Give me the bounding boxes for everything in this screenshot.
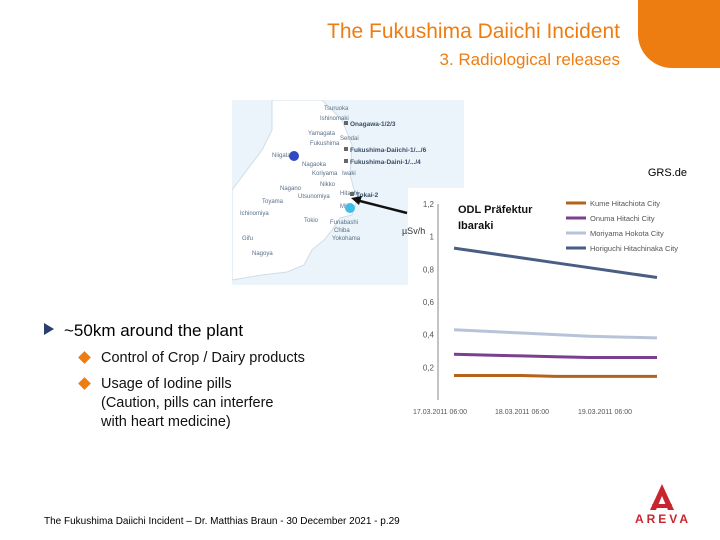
chart-title-line1: ODL Präfektur — [458, 204, 533, 216]
y-ticks: 1,2 1 0,8 0,6 0,4 0,2 — [423, 200, 435, 372]
map-plant-label: Tokai-2 — [356, 192, 379, 199]
map-city-label: Fukushima — [310, 141, 340, 147]
map-city-label: Yamagata — [308, 131, 336, 137]
arrow-head — [351, 196, 362, 205]
y-tick-label: 0,2 — [423, 363, 435, 372]
series-line — [453, 328, 658, 340]
chart-panel: GRS.de ODL Präfektur Ibaraki µSv/h 1,2 1 0… — [402, 167, 700, 436]
map-city-label: Yokohama — [332, 236, 361, 242]
sub-bullet-iodine: Usage of Iodine pills (Caution, pills ca… — [78, 375, 274, 432]
series-line — [454, 374, 657, 378]
diamond-bullet-icon — [78, 377, 91, 390]
map-city-label: Koriyama — [312, 171, 338, 177]
y-tick-label: 1 — [430, 233, 435, 242]
plant-marker — [344, 121, 348, 125]
y-tick-label: 0,8 — [423, 265, 435, 274]
map-city-label: Ichinomiya — [240, 211, 269, 217]
map-city-label: Nagano — [280, 186, 302, 192]
map-plant-label: Fukushima-Daini-1/.../4 — [350, 159, 421, 166]
series-line — [453, 352, 657, 360]
bullet-50km: ~50km around the plant — [44, 321, 243, 341]
corner-accent — [638, 0, 720, 68]
map-city-label: Gifu — [242, 236, 253, 242]
map-city-label: Chiba — [334, 228, 350, 234]
areva-logo-icon — [650, 484, 674, 510]
map-city-label: Iwaki — [342, 171, 356, 177]
sub-bullet-line: with heart medicine) — [101, 414, 231, 430]
y-axis-label: µSv/h — [402, 226, 425, 236]
plant-marker — [344, 159, 348, 163]
sub-bullet-crop: Control of Crop / Dairy products — [78, 349, 305, 368]
map-city-label: Nagoya — [252, 251, 273, 257]
bullet-text: ~50km around the plant — [64, 321, 244, 340]
slide-title: The Fukushima Daiichi Incident — [327, 20, 620, 43]
figure-map-and-chart: Tsuruoka Ishinomaki Yamagata Sendai Niigata F… — [232, 100, 700, 436]
triangle-bullet-icon — [44, 323, 54, 335]
map-city-label: Tokio — [304, 218, 319, 224]
legend-label: Moriyama Hokota City — [590, 229, 664, 238]
map-plant-label: Fukushima-Daiichi-1/.../6 — [350, 147, 427, 154]
map-city-label: Niigata — [272, 153, 291, 159]
map-city-label: Ishinomaki — [320, 116, 349, 122]
plant-marker — [350, 192, 354, 196]
legend-label: Horiguchi Hitachinaka City — [590, 244, 678, 253]
series-lines — [453, 246, 658, 378]
series-line — [453, 246, 658, 279]
map-city-label: Toyama — [262, 199, 284, 205]
logo-wordmark: AREVA — [634, 512, 692, 526]
map-city-label: Hitachi — [340, 191, 358, 197]
map-city-label: Funabashi — [330, 220, 358, 226]
map-city-label: Nagaoka — [302, 162, 327, 168]
sub-bullet-line: Control of Crop / Dairy products — [101, 350, 305, 366]
niigata-marker — [289, 151, 299, 161]
x-tick-label: 17.03.2011 06:00 — [413, 409, 467, 416]
x-tick-label: 18.03.2011 06:00 — [495, 409, 549, 416]
plant-marker — [344, 147, 348, 151]
y-tick-label: 0,4 — [423, 331, 435, 340]
x-tick-label: 19.03.2011 06:00 — [578, 409, 632, 416]
diamond-bullet-icon — [78, 351, 91, 364]
legend-label: Onuma Hitachi City — [590, 214, 655, 223]
y-tick-label: 1,2 — [423, 200, 435, 209]
footer-text: The Fukushima Daiichi Incident – Dr. Mat… — [44, 516, 400, 527]
y-tick-label: 0,6 — [423, 298, 435, 307]
tokai-marker — [345, 203, 355, 213]
map-city-label: Utsunomiya — [298, 194, 330, 200]
map-plant-label: Onagawa-1/2/3 — [350, 121, 396, 128]
map-plant-labels: Onagawa-1/2/3 Fukushima-Daiichi-1/.../6 Fu… — [344, 121, 427, 199]
map-city-label: Nikko — [320, 182, 336, 188]
x-ticks: 17.03.2011 06:00 18.03.2011 06:00 19.03.20… — [413, 409, 632, 416]
legend-label: Kume Hitachiota City — [590, 199, 660, 208]
slide-subtitle: 3. Radiological releases — [439, 50, 621, 69]
pointer-arrow — [355, 198, 408, 215]
sub-bullet-line: Usage of Iodine pills — [101, 376, 232, 392]
map-city-label: Tsuruoka — [324, 106, 349, 112]
legend: Kume Hitachiota City Onuma Hitachi City Mo… — [566, 199, 678, 253]
chart-title-line2: Ibaraki — [458, 220, 493, 232]
sub-bullet-line: (Caution, pills can interfere — [101, 395, 274, 411]
map-city-label: Sendai — [340, 136, 359, 142]
source-label: GRS.de — [648, 167, 687, 179]
